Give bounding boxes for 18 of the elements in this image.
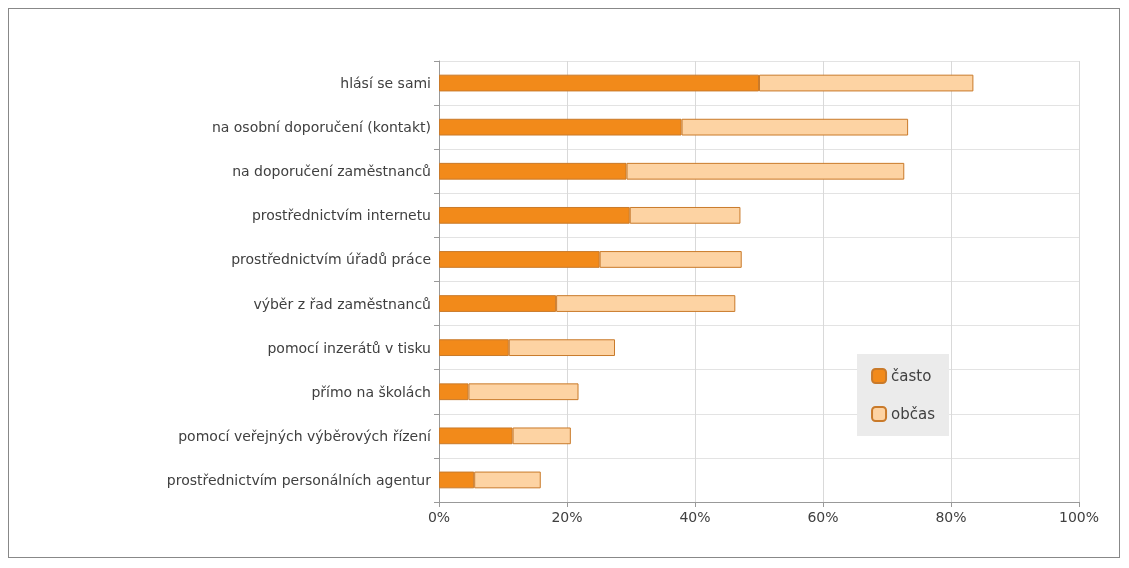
x-tick-label: 20% (551, 509, 583, 525)
y-tick-label: pomocí inzerátů v tisku (267, 339, 431, 356)
y-tick-label: pomocí veřejných výběrových řízení (178, 427, 433, 444)
x-tick-label: 100% (1058, 509, 1100, 525)
y-tick-label: na doporučení zaměstnanců (232, 163, 431, 180)
y-tick-label: přímo na školách (311, 383, 431, 400)
legend-label: občas (891, 405, 936, 423)
x-tick-label: 80% (935, 509, 967, 525)
y-tick-label: prostřednictvím personálních agentur (166, 471, 432, 488)
legend-label: často (891, 367, 932, 385)
x-tick-label: 40% (679, 509, 711, 525)
y-tick-label: výběr z řad zaměstnanců (253, 295, 431, 312)
y-tick-label: prostřednictvím internetu (251, 207, 431, 224)
x-tick-label: 0% (427, 509, 451, 525)
y-tick-label: prostřednictvím úřadů práce (231, 251, 431, 268)
y-tick-label: hlásí se sami (340, 75, 431, 92)
x-tick-label: 60% (807, 509, 839, 525)
y-tick-label: na osobní doporučení (kontakt) (211, 119, 431, 136)
